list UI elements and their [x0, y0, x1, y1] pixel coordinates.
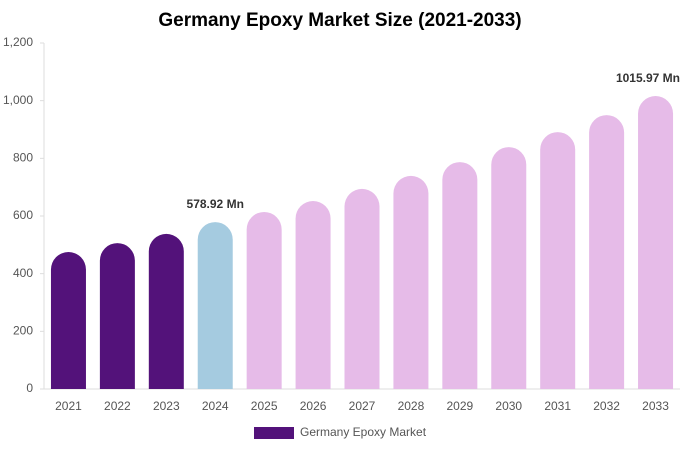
value-label: 1015.97 Mn [616, 71, 680, 85]
x-tick-label: 2022 [104, 399, 131, 413]
x-tick-label: 2021 [55, 399, 82, 413]
bar [295, 201, 331, 389]
y-tick-label: 600 [13, 208, 33, 222]
bar [246, 211, 282, 389]
bar [589, 115, 625, 390]
y-tick-label: 400 [13, 266, 33, 280]
bar [491, 147, 527, 389]
bar [540, 132, 576, 389]
y-tick-label: 1,200 [3, 35, 33, 49]
x-tick-label: 2025 [251, 399, 278, 413]
bar [99, 243, 135, 389]
bar [393, 175, 429, 389]
y-tick-label: 1,000 [3, 93, 33, 107]
x-tick-label: 2030 [495, 399, 522, 413]
x-tick-label: 2029 [446, 399, 473, 413]
bar [638, 96, 674, 389]
value-label: 578.92 Mn [187, 197, 244, 211]
bar [197, 222, 233, 389]
x-tick-label: 2028 [398, 399, 425, 413]
x-tick-label: 2024 [202, 399, 229, 413]
y-tick-label: 0 [26, 381, 33, 395]
y-tick-label: 800 [13, 151, 33, 165]
bar [50, 252, 86, 389]
x-tick-label: 2031 [544, 399, 571, 413]
x-tick-label: 2027 [349, 399, 376, 413]
bar [148, 233, 184, 389]
bar [442, 162, 478, 389]
bar [344, 188, 380, 389]
x-tick-label: 2026 [300, 399, 327, 413]
legend-label: Germany Epoxy Market [300, 425, 427, 439]
y-tick-label: 200 [13, 324, 33, 338]
x-tick-label: 2033 [642, 399, 669, 413]
legend-swatch [254, 427, 294, 439]
x-tick-label: 2023 [153, 399, 180, 413]
x-tick-label: 2032 [593, 399, 620, 413]
chart-title: Germany Epoxy Market Size (2021-2033) [158, 10, 521, 31]
